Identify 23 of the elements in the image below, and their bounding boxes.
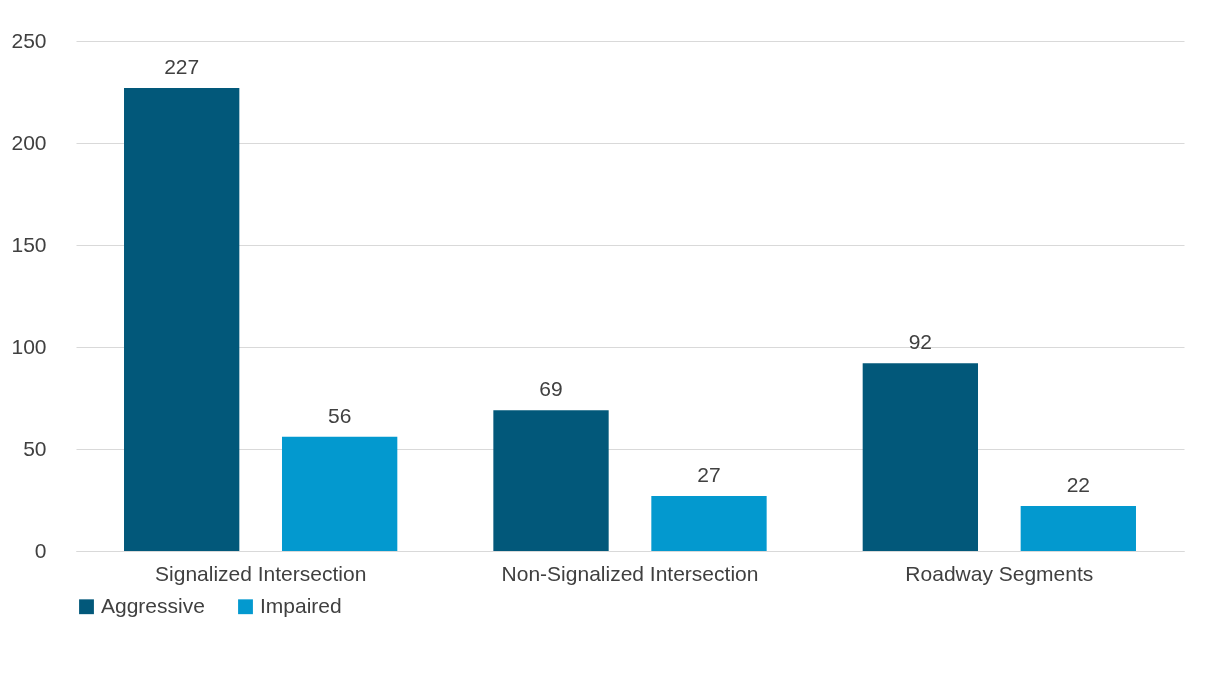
bar bbox=[862, 363, 979, 551]
y-tick-label: 150 bbox=[11, 232, 47, 256]
data-label: 27 bbox=[697, 462, 721, 486]
y-tick-label: 200 bbox=[11, 130, 47, 154]
x-tick-label: Non-Signalized Intersection bbox=[501, 561, 759, 585]
bar bbox=[281, 436, 398, 551]
y-tick-label: 0 bbox=[34, 538, 47, 562]
y-tick-label: 50 bbox=[23, 436, 47, 460]
data-label: 227 bbox=[164, 54, 200, 78]
x-tick-label: Roadway Segments bbox=[905, 561, 1094, 585]
legend-label: Impaired bbox=[260, 593, 342, 617]
bar bbox=[1020, 506, 1136, 551]
legend-label: Aggressive bbox=[101, 593, 205, 617]
data-label: 56 bbox=[327, 403, 352, 427]
y-tick-label: 250 bbox=[11, 28, 47, 52]
data-label: 22 bbox=[1066, 473, 1090, 497]
bar bbox=[493, 410, 609, 551]
bar bbox=[124, 87, 240, 551]
data-label: 69 bbox=[539, 377, 563, 401]
x-tick-label: Signalized Intersection bbox=[155, 561, 367, 585]
data-label: 92 bbox=[908, 330, 933, 354]
y-tick-label: 100 bbox=[11, 334, 47, 358]
bar bbox=[651, 495, 767, 551]
